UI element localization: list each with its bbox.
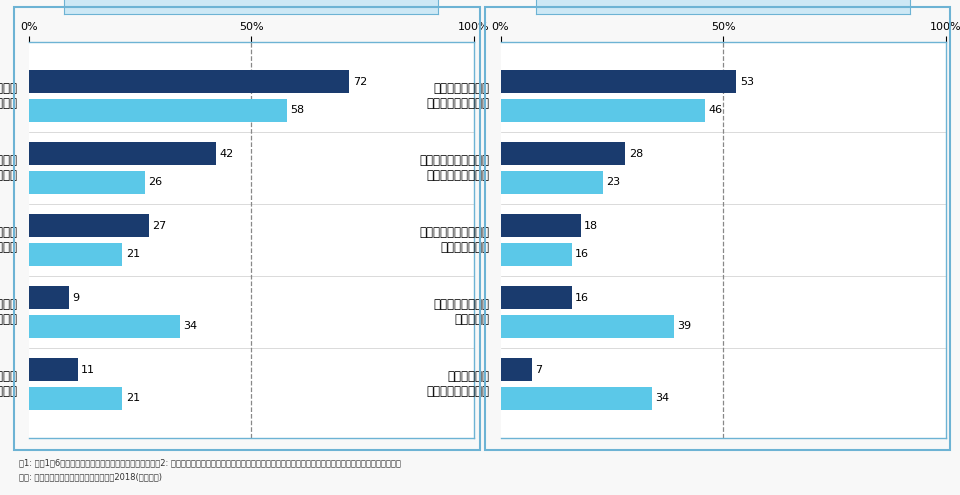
Bar — [29, 171, 145, 194]
Text: 34: 34 — [183, 321, 198, 332]
Text: 18: 18 — [585, 221, 598, 231]
Text: 9: 9 — [72, 293, 80, 302]
Text: 53: 53 — [740, 77, 754, 87]
Bar — [29, 243, 122, 266]
Text: 11: 11 — [82, 365, 95, 375]
Bar — [29, 70, 349, 93]
Bar — [500, 387, 652, 410]
Bar — [500, 142, 625, 165]
Bar — [29, 387, 122, 410]
Text: 注1: 関東1都6県在住の小中学生を持つ保護者が回答。　注2: 本グラフでの「ケータイ」とは、スマートフォン以外のフィーチャーフォンやキッズケータイをさす。: 注1: 関東1都6県在住の小中学生を持つ保護者が回答。 注2: 本グラフでの「ケ… — [19, 458, 401, 467]
Text: 27: 27 — [153, 221, 167, 231]
Bar — [500, 99, 706, 122]
Bar — [29, 315, 180, 338]
Text: 出所: 子どものケータイ利用に関する調査2018(訪問留置): 出所: 子どものケータイ利用に関する調査2018(訪問留置) — [19, 473, 162, 482]
Bar — [500, 358, 532, 381]
Text: 7: 7 — [536, 365, 542, 375]
Text: 16: 16 — [575, 293, 589, 302]
Text: 21: 21 — [126, 249, 140, 259]
Bar — [29, 286, 69, 309]
Text: 21: 21 — [126, 394, 140, 403]
Bar — [500, 70, 736, 93]
Bar — [500, 214, 581, 237]
Text: 26: 26 — [148, 178, 162, 188]
Bar — [29, 358, 78, 381]
Text: 16: 16 — [575, 249, 589, 259]
Bar — [500, 286, 572, 309]
Bar — [500, 243, 572, 266]
Bar — [500, 315, 674, 338]
Text: 72: 72 — [352, 77, 367, 87]
Text: 23: 23 — [607, 178, 620, 188]
Text: 42: 42 — [219, 148, 233, 159]
Bar — [29, 99, 287, 122]
Text: 28: 28 — [629, 148, 643, 159]
Text: 34: 34 — [656, 394, 669, 403]
Bar — [500, 171, 603, 194]
Text: 39: 39 — [678, 321, 692, 332]
Text: 46: 46 — [708, 105, 723, 115]
Bar — [29, 214, 149, 237]
Text: 58: 58 — [291, 105, 304, 115]
Bar — [29, 142, 216, 165]
